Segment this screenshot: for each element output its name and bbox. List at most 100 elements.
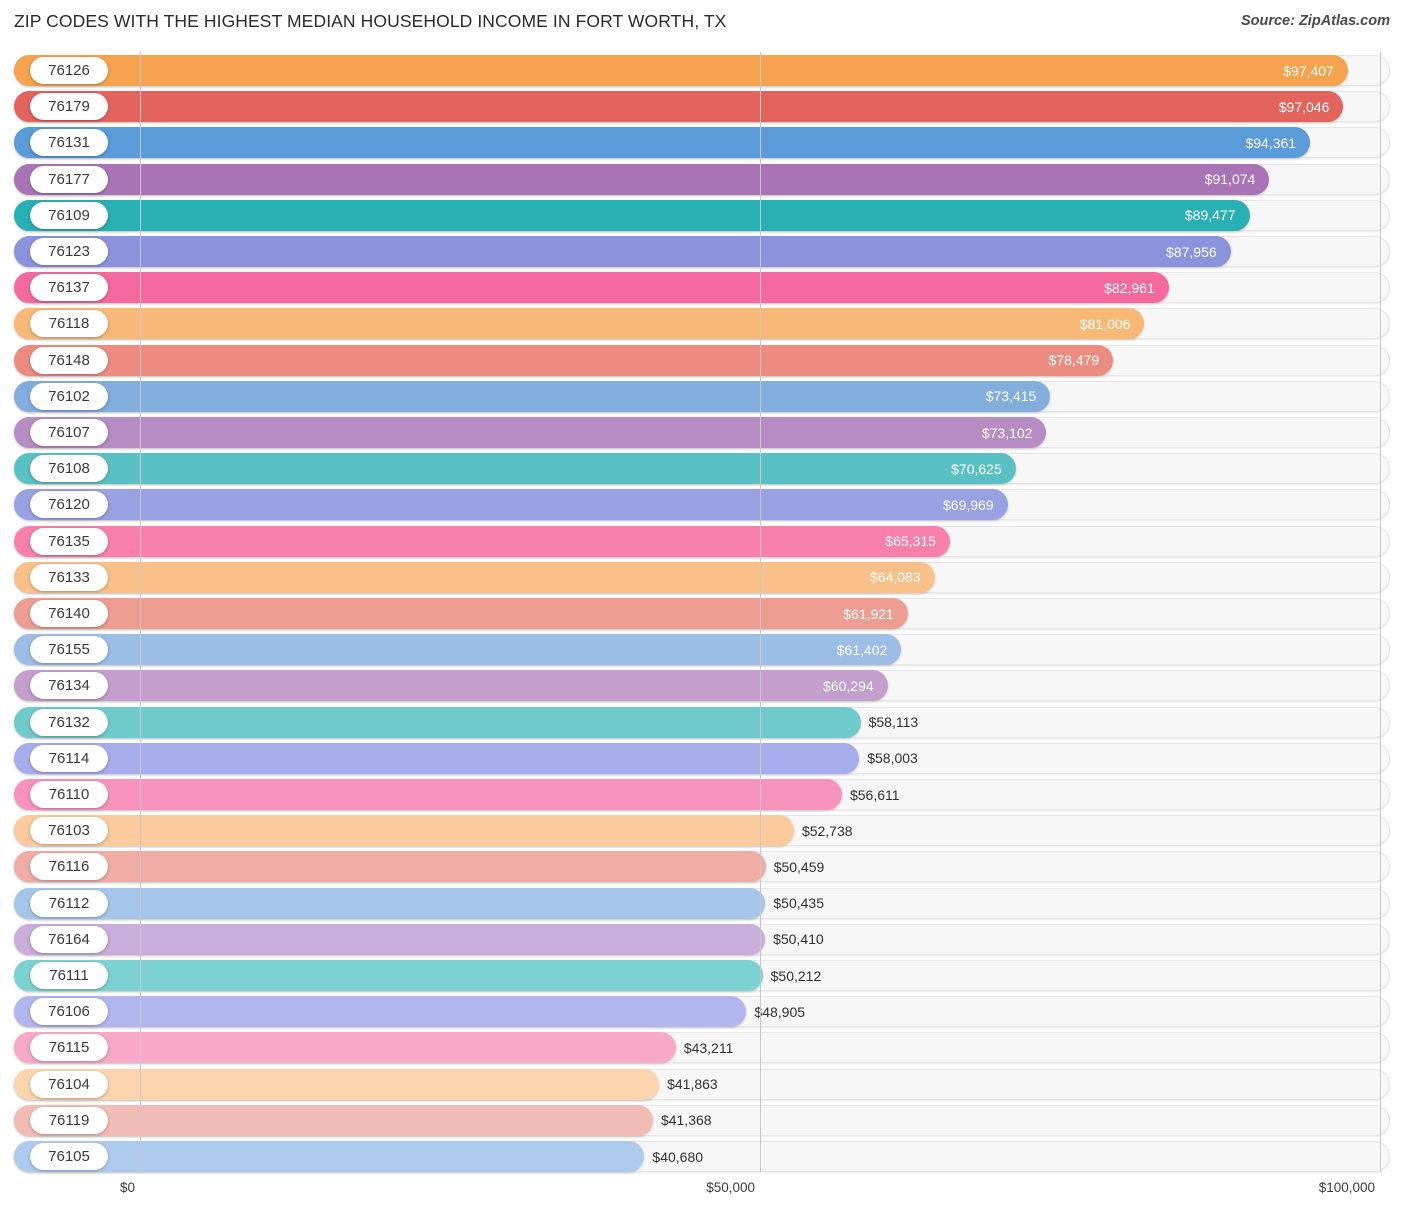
- zip-label-76135[interactable]: 76135: [30, 527, 108, 555]
- bar-76110[interactable]: [14, 779, 842, 810]
- zip-label-76134[interactable]: 76134: [30, 672, 108, 700]
- value-label-76106: $48,905: [754, 1003, 806, 1020]
- bar-76123[interactable]: [14, 236, 1231, 267]
- table-row[interactable]: 76148 $78,479: [0, 344, 1406, 376]
- zip-label-76118[interactable]: 76118: [30, 310, 108, 338]
- bar-76108[interactable]: [14, 453, 1016, 485]
- zip-label-76132[interactable]: 76132: [30, 708, 108, 736]
- value-label-76108: $70,625: [951, 460, 1002, 477]
- bar-76114[interactable]: [14, 742, 860, 774]
- zip-label-76107[interactable]: 76107: [30, 419, 108, 446]
- zip-label-76137[interactable]: 76137: [30, 274, 108, 302]
- table-row[interactable]: 76115 $43,211: [0, 1032, 1406, 1064]
- bar-76134[interactable]: [14, 670, 888, 702]
- zip-label-76119[interactable]: 76119: [30, 1106, 108, 1134]
- table-row[interactable]: 76119 $41,368: [0, 1104, 1406, 1136]
- zip-label-76179[interactable]: 76179: [30, 93, 108, 121]
- zip-label-76123[interactable]: 76123: [30, 238, 108, 265]
- zip-label-76133[interactable]: 76133: [30, 563, 108, 591]
- bar-76155[interactable]: [14, 634, 902, 666]
- table-row[interactable]: 76105 $40,680: [0, 1141, 1406, 1172]
- zip-label-76126[interactable]: 76126: [30, 57, 108, 84]
- bar-76118[interactable]: [14, 308, 1145, 340]
- bar-76140[interactable]: [14, 598, 908, 629]
- bar-76106[interactable]: [14, 996, 747, 1028]
- table-row[interactable]: 76137 $82,961: [0, 272, 1406, 304]
- bar-76119[interactable]: [14, 1104, 653, 1136]
- table-row[interactable]: 76123 $87,956: [0, 236, 1406, 267]
- zip-label-76103[interactable]: 76103: [30, 817, 108, 845]
- table-row[interactable]: 76140 $61,921: [0, 598, 1406, 629]
- table-row[interactable]: 76111 $50,212: [0, 960, 1406, 991]
- bar-76177[interactable]: [14, 163, 1270, 195]
- table-row[interactable]: 76106 $48,905: [0, 996, 1406, 1028]
- zip-label-76164[interactable]: 76164: [30, 925, 108, 953]
- bar-76133[interactable]: [14, 561, 935, 593]
- zip-label-76148[interactable]: 76148: [30, 346, 108, 374]
- table-row[interactable]: 76132 $58,113: [0, 706, 1406, 738]
- value-label-76120: $69,969: [943, 496, 994, 513]
- zip-label-76108[interactable]: 76108: [30, 455, 108, 483]
- zip-label-76120[interactable]: 76120: [30, 491, 108, 519]
- zip-label-76114[interactable]: 76114: [30, 744, 108, 772]
- bar-76104[interactable]: [14, 1068, 660, 1100]
- bar-76132[interactable]: [14, 706, 861, 738]
- table-row[interactable]: 76177 $91,074: [0, 163, 1406, 195]
- zip-label-76112[interactable]: 76112: [30, 889, 108, 917]
- bar-76102[interactable]: [14, 380, 1051, 412]
- bar-76126[interactable]: [14, 55, 1348, 86]
- zip-label-76109[interactable]: 76109: [30, 201, 108, 229]
- bar-76112[interactable]: [14, 887, 766, 919]
- zip-label-76106[interactable]: 76106: [30, 998, 108, 1026]
- zip-label-76104[interactable]: 76104: [30, 1070, 108, 1098]
- bar-76111[interactable]: [14, 960, 763, 991]
- table-row[interactable]: 76135 $65,315: [0, 525, 1406, 557]
- bar-76109[interactable]: [14, 199, 1250, 231]
- table-row[interactable]: 76118 $81,006: [0, 308, 1406, 340]
- value-label-76116: $50,459: [773, 858, 825, 875]
- table-row[interactable]: 76102 $73,415: [0, 380, 1406, 412]
- bar-76116[interactable]: [14, 851, 766, 883]
- bar-76135[interactable]: [14, 525, 950, 557]
- bar-76179[interactable]: [14, 91, 1344, 123]
- zip-label-76115[interactable]: 76115: [30, 1034, 108, 1062]
- zip-label-76155[interactable]: 76155: [30, 636, 108, 664]
- value-label-76137: $82,961: [1104, 279, 1155, 296]
- table-row[interactable]: 76103 $52,738: [0, 815, 1406, 847]
- table-row[interactable]: 76110 $56,611: [0, 779, 1406, 810]
- table-row[interactable]: 76179 $97,046: [0, 91, 1406, 123]
- zip-label-76110[interactable]: 76110: [30, 781, 108, 808]
- table-row[interactable]: 76109 $89,477: [0, 199, 1406, 231]
- table-row[interactable]: 76131 $94,361: [0, 127, 1406, 159]
- table-row[interactable]: 76108 $70,625: [0, 453, 1406, 485]
- table-row[interactable]: 76155 $61,402: [0, 634, 1406, 666]
- bar-76103[interactable]: [14, 815, 794, 847]
- table-row[interactable]: 76116 $50,459: [0, 851, 1406, 883]
- bar-76164[interactable]: [14, 923, 766, 955]
- table-row[interactable]: 76120 $69,969: [0, 489, 1406, 521]
- table-row[interactable]: 76107 $73,102: [0, 417, 1406, 448]
- zip-label-76116[interactable]: 76116: [30, 853, 108, 881]
- bar-76148[interactable]: [14, 344, 1114, 376]
- table-row[interactable]: 76133 $64,083: [0, 561, 1406, 593]
- bar-76107[interactable]: [14, 417, 1047, 448]
- zip-label-76111[interactable]: 76111: [30, 962, 108, 989]
- table-row[interactable]: 76114 $58,003: [0, 742, 1406, 774]
- value-label-76105: $40,680: [652, 1148, 704, 1165]
- table-row[interactable]: 76126 $97,407: [0, 55, 1406, 86]
- bar-76120[interactable]: [14, 489, 1008, 521]
- bar-76131[interactable]: [14, 127, 1311, 159]
- zip-label-76140[interactable]: 76140: [30, 600, 108, 627]
- bar-76115[interactable]: [14, 1032, 676, 1064]
- zip-label-76105[interactable]: 76105: [30, 1143, 108, 1170]
- bar-76137[interactable]: [14, 272, 1169, 304]
- table-row[interactable]: 76104 $41,863: [0, 1068, 1406, 1100]
- value-label-76123: $87,956: [1166, 243, 1217, 260]
- zip-label-76131[interactable]: 76131: [30, 129, 108, 157]
- zip-label-76102[interactable]: 76102: [30, 382, 108, 410]
- table-row[interactable]: 76134 $60,294: [0, 670, 1406, 702]
- bar-76105[interactable]: [14, 1141, 645, 1172]
- table-row[interactable]: 76112 $50,435: [0, 887, 1406, 919]
- table-row[interactable]: 76164 $50,410: [0, 923, 1406, 955]
- zip-label-76177[interactable]: 76177: [30, 165, 108, 193]
